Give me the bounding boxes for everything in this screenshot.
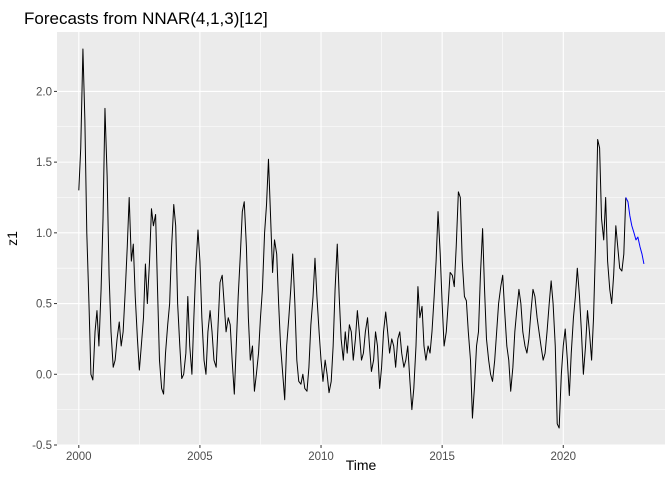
x-tick-label: 2015 bbox=[429, 451, 455, 463]
y-tick-label: 1.5 bbox=[36, 157, 52, 169]
y-tick-label: -0.5 bbox=[32, 440, 52, 452]
x-axis: 2000 2005 2010 2015 2020 bbox=[66, 445, 576, 463]
observed-series-line bbox=[78, 48, 627, 429]
y-tick-label: 2.0 bbox=[36, 86, 52, 98]
forecast-series-line bbox=[625, 197, 645, 265]
y-tick-label: 1.0 bbox=[36, 228, 52, 240]
major-gridlines bbox=[57, 32, 665, 446]
series-layer bbox=[78, 48, 645, 429]
y-axis: -0.5 0.0 0.5 1.0 1.5 2.0 bbox=[32, 86, 57, 452]
y-tick-label: 0.5 bbox=[36, 299, 52, 311]
chart-title: Forecasts from NNAR(4,1,3)[12] bbox=[24, 9, 268, 28]
x-tick-label: 2010 bbox=[308, 451, 334, 463]
y-axis-title: z1 bbox=[4, 231, 20, 246]
x-axis-title: Time bbox=[346, 457, 377, 473]
x-tick-label: 2005 bbox=[187, 451, 213, 463]
x-tick-label: 2020 bbox=[550, 451, 576, 463]
y-tick-label: 0.0 bbox=[36, 369, 52, 381]
x-tick-label: 2000 bbox=[66, 451, 92, 463]
plot-background bbox=[57, 32, 665, 445]
plot-panel bbox=[57, 32, 665, 446]
